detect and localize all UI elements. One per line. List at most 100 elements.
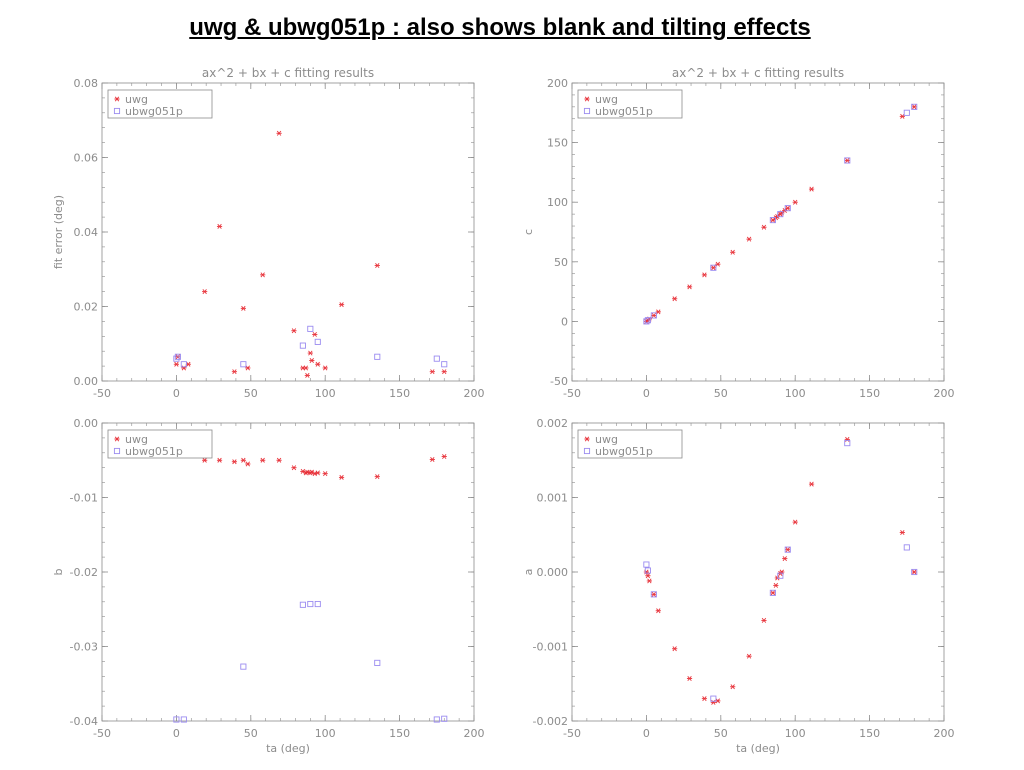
legend-box bbox=[107, 429, 213, 459]
legend-label: ubwg051p bbox=[595, 445, 653, 458]
data-points bbox=[173, 448, 448, 723]
x-tick-label: 150 bbox=[859, 387, 880, 400]
legend-marker-ubwg051p bbox=[113, 107, 121, 115]
data-point-uwg bbox=[770, 590, 776, 596]
legend-marker-uwg bbox=[584, 96, 590, 102]
x-tick-label: 100 bbox=[315, 387, 336, 400]
data-point-ubwg051p bbox=[643, 318, 650, 325]
data-point-uwg bbox=[307, 350, 313, 356]
data-point-ubwg051p bbox=[903, 544, 910, 551]
data-point-uwg bbox=[672, 646, 678, 652]
y-tick-label: 0.08 bbox=[74, 77, 99, 90]
data-point-uwg bbox=[231, 369, 238, 375]
chart-svg: -50 0 50 100 150 200 -0.002 -0.001 0.000 0.001 0.0… bbox=[522, 417, 955, 755]
data-point-uwg bbox=[173, 361, 179, 367]
data-point-ubwg051p bbox=[240, 663, 247, 670]
x-tick-label: 150 bbox=[859, 727, 880, 740]
legend-marker-uwg bbox=[114, 436, 120, 442]
x-tick-label: 50 bbox=[714, 727, 728, 740]
legend-marker-ubwg051p bbox=[583, 107, 591, 115]
data-point-ubwg051p bbox=[650, 312, 657, 319]
x-tick-label: 200 bbox=[934, 387, 955, 400]
data-point-uwg bbox=[291, 328, 297, 334]
x-tick-label: -50 bbox=[563, 387, 581, 400]
y-tick-label: -0.03 bbox=[70, 641, 98, 654]
data-point-uwg bbox=[260, 272, 266, 278]
data-point-ubwg051p bbox=[784, 546, 791, 553]
legend-marker-uwg bbox=[114, 96, 120, 102]
data-points bbox=[173, 130, 448, 378]
data-point-ubwg051p bbox=[433, 716, 440, 723]
x-tick-label: -50 bbox=[563, 727, 581, 740]
plot-frame bbox=[101, 422, 475, 722]
data-point-uwg bbox=[338, 474, 345, 480]
data-point-uwg bbox=[216, 223, 223, 229]
data-point-uwg bbox=[715, 261, 721, 267]
data-point-ubwg051p bbox=[173, 716, 180, 723]
data-points bbox=[643, 436, 918, 705]
y-axis-label: fit error (deg) bbox=[52, 195, 65, 269]
data-point-uwg bbox=[701, 696, 708, 702]
legend-label: ubwg051p bbox=[595, 105, 653, 118]
data-point-uwg bbox=[303, 365, 309, 371]
data-point-uwg bbox=[651, 312, 657, 318]
legend-label: uwg bbox=[595, 93, 618, 106]
y-tick-label: -0.002 bbox=[533, 715, 568, 728]
data-point-uwg bbox=[315, 361, 321, 367]
y-tick-label: 50 bbox=[554, 256, 568, 269]
data-point-ubwg051p bbox=[784, 205, 791, 212]
data-point-uwg bbox=[245, 365, 251, 371]
x-tick-label: -50 bbox=[93, 727, 111, 740]
data-point-uwg bbox=[374, 263, 380, 269]
data-point-ubwg051p bbox=[769, 589, 776, 596]
data-point-uwg bbox=[730, 684, 736, 690]
x-tick-label: 50 bbox=[714, 387, 728, 400]
legend-box bbox=[577, 429, 683, 459]
data-point-uwg bbox=[655, 608, 661, 614]
data-point-ubwg051p bbox=[307, 325, 314, 332]
data-point-uwg bbox=[202, 457, 208, 463]
y-tick-label: 0.000 bbox=[537, 566, 569, 579]
data-point-ubwg051p bbox=[769, 217, 776, 224]
legend-label: ubwg051p bbox=[125, 445, 183, 458]
data-point-uwg bbox=[260, 457, 266, 463]
data-point-uwg bbox=[655, 309, 661, 315]
chart-svg: -50 0 50 100 150 200 -0.04 -0.03 -0.02 -0.01 0.00 b… bbox=[52, 417, 485, 755]
plot-frame bbox=[571, 82, 945, 382]
data-point-uwg bbox=[672, 296, 678, 302]
data-point-ubwg051p bbox=[173, 355, 180, 362]
data-point-ubwg051p bbox=[777, 572, 784, 579]
data-point-ubwg051p bbox=[650, 591, 657, 598]
data-point-ubwg051p bbox=[307, 600, 314, 608]
data-point-ubwg051p bbox=[911, 103, 918, 110]
data-point-uwg bbox=[645, 573, 651, 579]
y-tick-label: -0.001 bbox=[533, 641, 568, 654]
legend-label: uwg bbox=[595, 433, 618, 446]
x-tick-label: 0 bbox=[643, 387, 650, 400]
x-tick-label: 200 bbox=[464, 727, 485, 740]
chart-a: -50 0 50 100 150 200 -0.002 -0.001 0.000 0.001 0.0… bbox=[520, 410, 960, 765]
data-point-ubwg051p bbox=[441, 715, 448, 722]
data-point-uwg bbox=[322, 471, 328, 477]
data-point-ubwg051p bbox=[180, 361, 187, 368]
data-point-uwg bbox=[911, 104, 917, 110]
data-point-uwg bbox=[646, 578, 652, 584]
data-point-uwg bbox=[441, 369, 447, 375]
plot-frame bbox=[101, 82, 475, 382]
x-tick-label: 50 bbox=[244, 387, 258, 400]
legend-marker-ubwg051p bbox=[583, 447, 591, 455]
chart-c: ax^2 + bx + c fitting results -50 0 50 100 15… bbox=[520, 60, 960, 405]
y-tick-label: 100 bbox=[547, 196, 568, 209]
legend-label: uwg bbox=[125, 93, 148, 106]
y-axis-label: c bbox=[522, 229, 535, 235]
data-point-uwg bbox=[276, 130, 282, 136]
y-tick-label: -0.02 bbox=[70, 566, 98, 579]
y-tick-label: -0.01 bbox=[70, 492, 98, 505]
data-point-uwg bbox=[730, 249, 736, 255]
data-point-ubwg051p bbox=[240, 361, 247, 368]
chart-title: ax^2 + bx + c fitting results bbox=[672, 66, 844, 80]
y-tick-label: 0.02 bbox=[74, 301, 99, 314]
